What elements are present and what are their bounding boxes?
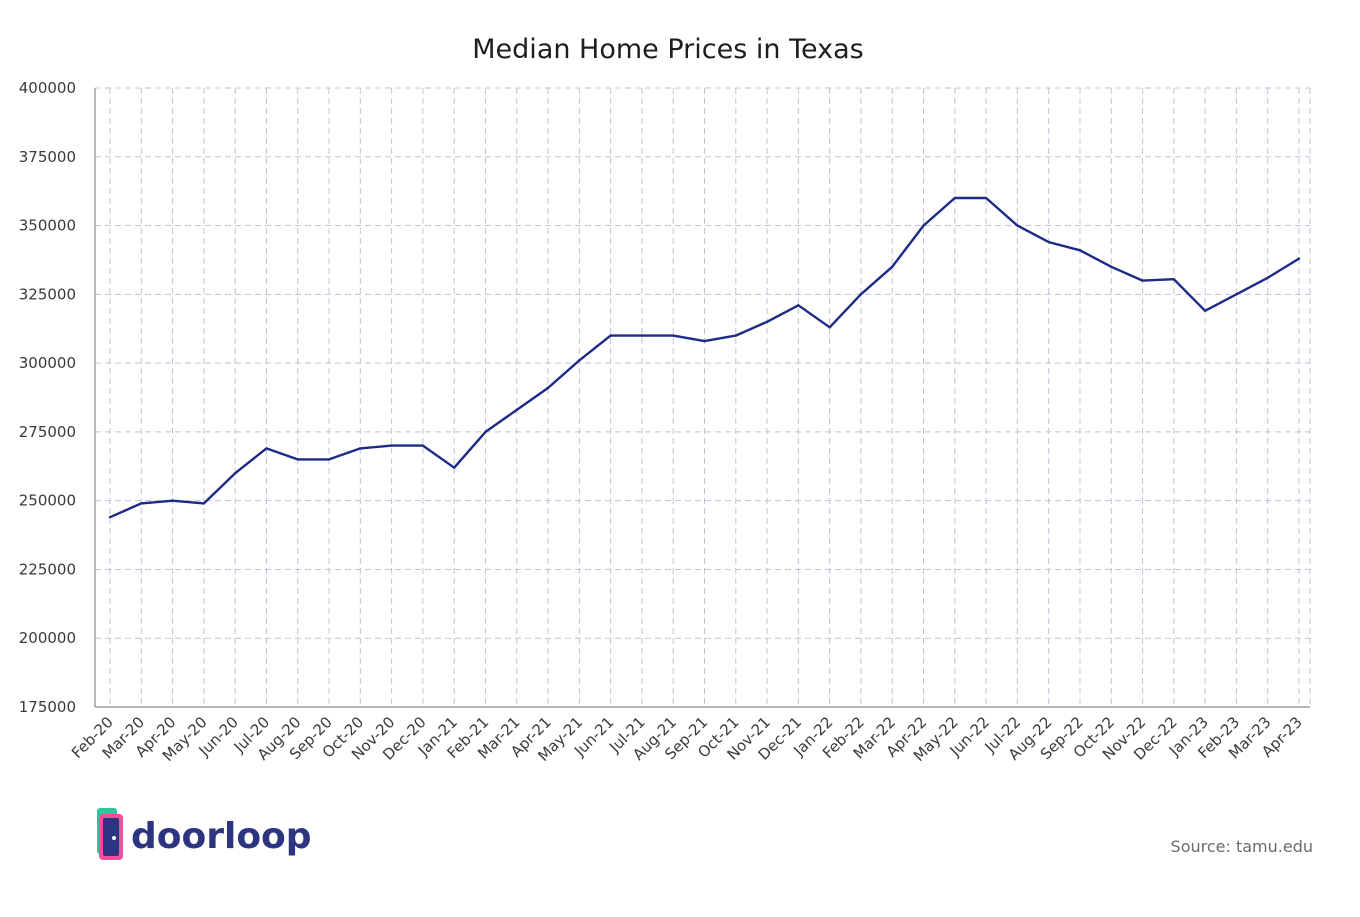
data-point (672, 334, 675, 337)
data-point (578, 359, 581, 362)
y-tick-labels: 400000 375000 350000 325000 300000 275000 2500… (19, 79, 76, 716)
grid (95, 87, 1311, 707)
x-tick-labels: Feb-20Mar-20Apr-20May-20Jun-20Jul-20Aug-… (68, 713, 1306, 765)
y-tick-label: 350000 (19, 217, 76, 235)
data-point (1235, 293, 1238, 296)
data-point (828, 326, 831, 329)
y-tick-label: 200000 (19, 629, 76, 647)
axes (94, 88, 1310, 708)
data-point (171, 499, 174, 502)
logo-text: doorloop (131, 816, 312, 857)
y-tick-label: 400000 (19, 79, 76, 97)
data-point (640, 334, 644, 337)
data-point (484, 430, 487, 434)
data-point (421, 444, 425, 447)
data-point (765, 320, 769, 324)
doorloop-logo: doorloop (97, 808, 312, 860)
chart-title: Median Home Prices in Texas (472, 34, 863, 65)
data-point (108, 515, 112, 519)
y-tick-label: 175000 (19, 698, 76, 716)
data-point (1266, 276, 1269, 280)
y-tick-label: 225000 (19, 560, 76, 578)
door-icon (97, 808, 123, 860)
data-point (546, 386, 550, 390)
data-point (390, 444, 393, 447)
data-point (891, 265, 894, 269)
data-point (1297, 257, 1301, 260)
y-tick-label: 325000 (19, 285, 76, 303)
data-point (515, 408, 518, 412)
data-point (1078, 249, 1082, 252)
y-tick-label: 250000 (19, 492, 76, 510)
data-point (327, 458, 331, 461)
data-point (233, 471, 237, 475)
data-point (953, 196, 957, 200)
data-point (1016, 224, 1019, 227)
data-point (1172, 278, 1176, 281)
data-point (265, 447, 268, 450)
source-text: Source: tamu.edu (1171, 837, 1313, 856)
series-layer (108, 196, 1301, 519)
y-tick-label: 275000 (19, 423, 76, 441)
data-point (984, 196, 988, 200)
data-point (452, 466, 456, 469)
data-point (296, 458, 299, 461)
data-point (859, 293, 863, 296)
data-point (140, 502, 143, 505)
data-point (922, 224, 925, 227)
y-tick-label: 300000 (19, 354, 76, 372)
data-point (202, 502, 206, 505)
data-point (797, 304, 800, 307)
data-point (1203, 309, 1207, 313)
y-tick-label: 375000 (19, 148, 76, 166)
data-point (609, 334, 612, 337)
data-point (703, 339, 706, 343)
data-point (1141, 279, 1144, 282)
data-point (1047, 240, 1050, 244)
data-point (359, 447, 362, 450)
data-point (1110, 265, 1113, 269)
data-point (734, 334, 737, 337)
